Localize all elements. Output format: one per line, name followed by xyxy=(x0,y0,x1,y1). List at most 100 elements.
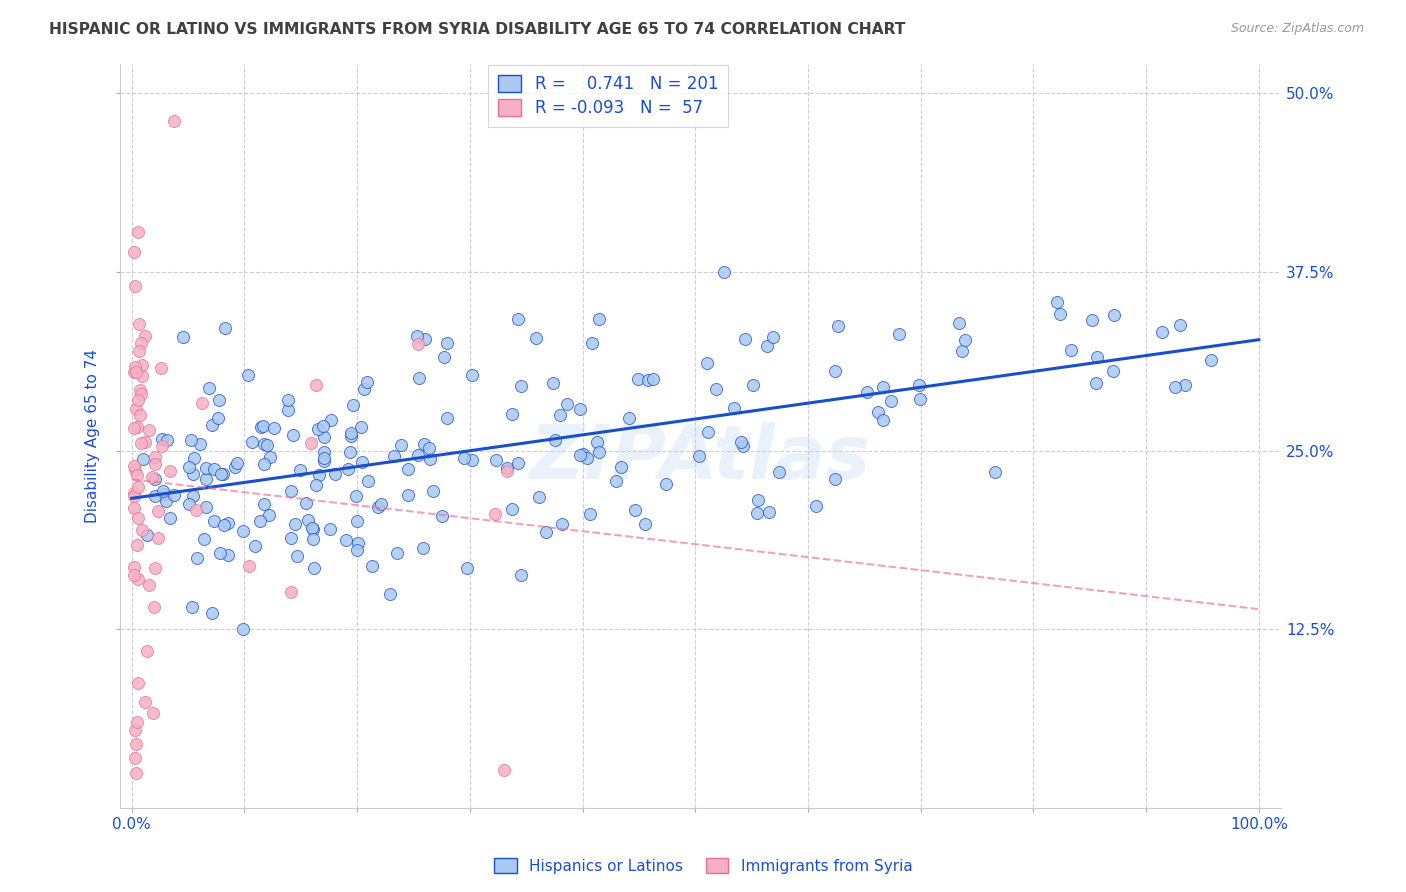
Point xyxy=(433,351,456,365)
Point xyxy=(406,329,429,343)
Point xyxy=(357,474,380,488)
Point xyxy=(529,491,551,505)
Point xyxy=(1085,376,1108,390)
Point xyxy=(633,516,655,531)
Point xyxy=(129,387,152,401)
Point xyxy=(495,464,517,478)
Point xyxy=(124,279,146,293)
Text: HISPANIC OR LATINO VS IMMIGRANTS FROM SYRIA DISABILITY AGE 65 TO 74 CORRELATION : HISPANIC OR LATINO VS IMMIGRANTS FROM SY… xyxy=(49,22,905,37)
Point xyxy=(605,474,627,488)
Point xyxy=(152,483,174,498)
Point xyxy=(541,376,564,390)
Point xyxy=(824,364,846,378)
Point xyxy=(406,337,429,351)
Point xyxy=(501,501,523,516)
Point xyxy=(257,508,280,523)
Point xyxy=(217,516,239,530)
Point xyxy=(617,411,640,425)
Point xyxy=(430,509,453,524)
Point xyxy=(134,329,156,343)
Point xyxy=(146,504,169,518)
Point xyxy=(501,407,523,421)
Point xyxy=(159,464,181,478)
Point xyxy=(129,336,152,351)
Point xyxy=(887,327,910,342)
Point xyxy=(1049,307,1071,321)
Point xyxy=(304,478,326,492)
Point xyxy=(1046,295,1069,310)
Point xyxy=(122,486,145,500)
Point xyxy=(217,549,239,563)
Point xyxy=(225,456,247,470)
Point xyxy=(704,382,727,396)
Point xyxy=(576,450,599,465)
Point xyxy=(555,396,578,410)
Point xyxy=(150,439,173,453)
Point xyxy=(350,420,373,434)
Point xyxy=(156,433,179,447)
Point xyxy=(181,600,204,615)
Point xyxy=(280,531,302,545)
Point xyxy=(536,525,558,540)
Point xyxy=(1174,378,1197,392)
Point xyxy=(637,373,659,387)
Point xyxy=(280,483,302,498)
Point xyxy=(122,244,145,259)
Point xyxy=(207,411,229,425)
Point xyxy=(127,538,149,552)
Point xyxy=(253,437,276,451)
Point xyxy=(214,320,236,334)
Point xyxy=(122,501,145,516)
Point xyxy=(143,450,166,464)
Point xyxy=(484,507,506,521)
Point xyxy=(202,514,225,528)
Point xyxy=(872,413,894,427)
Point xyxy=(908,377,931,392)
Point xyxy=(866,405,889,419)
Point xyxy=(461,368,484,382)
Point xyxy=(569,448,592,462)
Point xyxy=(285,549,308,563)
Point xyxy=(713,264,735,278)
Point xyxy=(193,533,215,547)
Point xyxy=(209,467,232,481)
Point xyxy=(127,511,149,525)
Point xyxy=(548,409,571,423)
Point xyxy=(824,472,846,486)
Point xyxy=(335,533,357,547)
Point xyxy=(127,676,149,690)
Point xyxy=(177,459,200,474)
Point xyxy=(496,461,519,475)
Point xyxy=(202,462,225,476)
Point xyxy=(124,421,146,435)
Point xyxy=(122,365,145,379)
Point xyxy=(1102,308,1125,322)
Point xyxy=(280,584,302,599)
Point xyxy=(730,434,752,449)
Point xyxy=(124,360,146,375)
Point xyxy=(143,458,166,472)
Point xyxy=(588,444,610,458)
Y-axis label: Disability Age 65 to 74: Disability Age 65 to 74 xyxy=(86,349,100,524)
Point xyxy=(588,312,610,326)
Point xyxy=(253,497,276,511)
Point xyxy=(259,450,281,465)
Point xyxy=(138,423,160,437)
Point xyxy=(129,408,152,422)
Point xyxy=(413,437,436,451)
Text: ZIPAtlas: ZIPAtlas xyxy=(530,422,872,495)
Point xyxy=(1101,364,1123,378)
Point xyxy=(134,695,156,709)
Point xyxy=(356,375,378,389)
Point xyxy=(510,378,533,392)
Point xyxy=(419,451,441,466)
Point xyxy=(688,449,710,463)
Point xyxy=(263,421,285,435)
Point xyxy=(323,467,346,481)
Point xyxy=(142,600,165,615)
Point xyxy=(153,487,176,501)
Point xyxy=(526,331,548,345)
Point xyxy=(568,402,591,417)
Point xyxy=(953,333,976,347)
Point xyxy=(1085,350,1108,364)
